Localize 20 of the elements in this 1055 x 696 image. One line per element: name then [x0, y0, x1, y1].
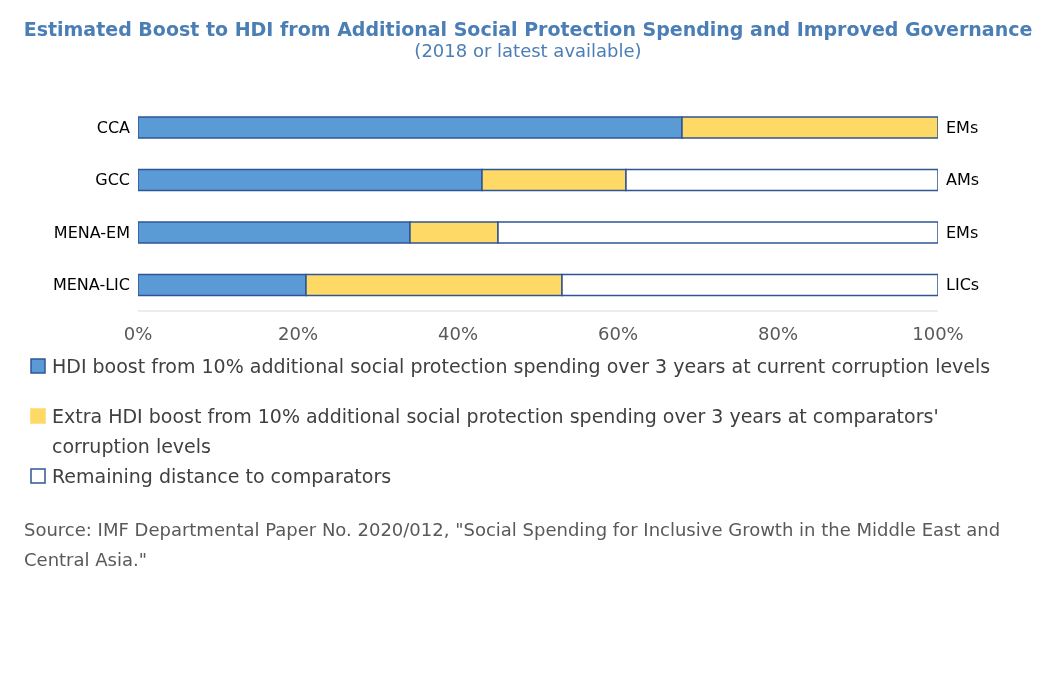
y-tick-label: CCA [96, 117, 131, 137]
x-tick-label: 40% [437, 322, 479, 344]
x-tick-label: 60% [597, 322, 639, 344]
y2-tick-label: AMs [946, 170, 980, 190]
legend-label: Remaining distance to comparators [52, 464, 392, 489]
y-tick-label: GCC [95, 170, 130, 190]
source-note: Source: IMF Departmental Paper No. 2020/012, "Social Spending for Inclusive Growth in the Middle East and Central Asia." [23, 518, 1002, 572]
chart-title: Estimated Boost to HDI from Additional Social Protection Spending and Improved Governance [22, 18, 1034, 40]
x-tick-label: 0% [123, 322, 153, 344]
y-tick-label: MENA-LIC [52, 275, 130, 295]
y2-tick-label: EMs [946, 222, 979, 242]
legend-label: Extra HDI boost from 10% additional social protection spending over 3 years at comparators' corruption levels [52, 404, 940, 459]
y2-tick-label: LICs [946, 275, 980, 295]
x-tick-label: 80% [757, 322, 799, 344]
y2-tick-label: EMs [946, 117, 979, 137]
x-tick-label: 100% [912, 322, 964, 344]
legend-label: HDI boost from 10% additional social protection spending over 3 years at current corruption levels [52, 354, 991, 379]
chart-subtitle: (2018 or latest available) [413, 40, 643, 61]
y-tick-label: MENA-EM [53, 222, 130, 242]
x-tick-label: 20% [277, 322, 319, 344]
